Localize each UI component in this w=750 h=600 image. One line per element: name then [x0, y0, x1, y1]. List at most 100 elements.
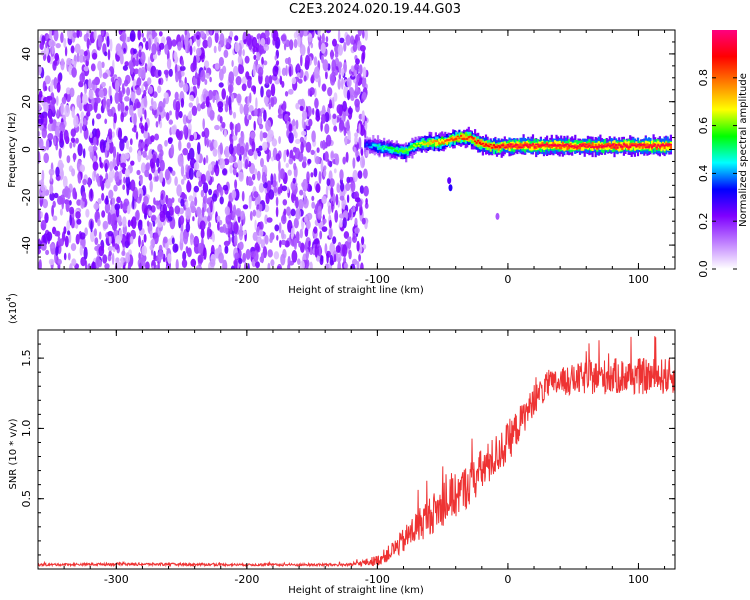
noise-blob: [341, 67, 345, 77]
noise-blob: [255, 261, 260, 269]
signal-cell: [591, 142, 594, 147]
signal-cell: [461, 133, 464, 139]
signal-cell: [477, 139, 480, 142]
noise-blob: [270, 259, 275, 267]
noise-blob: [257, 150, 262, 157]
noise-blob: [40, 242, 47, 251]
signal-cell: [434, 139, 437, 143]
signal-cell: [448, 139, 452, 141]
noise-blob: [294, 131, 298, 139]
noise-blob: [155, 121, 159, 128]
signal-cell: [621, 145, 624, 148]
signal-cell: [629, 146, 632, 149]
noise-blob: [70, 137, 76, 144]
noise-blob: [207, 215, 211, 222]
signal-cell: [560, 146, 563, 150]
noise-blob: [92, 52, 98, 60]
noise-blob: [200, 228, 205, 239]
noise-blob: [264, 75, 270, 86]
noise-blob: [198, 180, 203, 187]
noise-blob: [231, 60, 234, 67]
signal-cell: [615, 144, 618, 146]
noise-blob: [93, 30, 97, 41]
noise-blob: [279, 240, 282, 248]
noise-blob: [239, 223, 243, 233]
signal-cell: [447, 139, 450, 142]
noise-blob: [113, 112, 117, 124]
noise-blob: [131, 72, 135, 82]
noise-blob: [280, 253, 286, 266]
noise-blob: [361, 217, 366, 225]
noise-blob: [233, 145, 237, 155]
noise-blob: [49, 82, 54, 94]
noise-blob: [131, 127, 137, 133]
noise-blob: [214, 31, 219, 44]
noise-blob: [300, 54, 303, 67]
noise-blob: [274, 55, 277, 61]
noise-blob: [209, 30, 213, 36]
noise-blob: [268, 103, 271, 110]
y-tick-label: 20: [20, 95, 33, 109]
signal-cell: [412, 144, 416, 147]
noise-blob: [111, 252, 115, 265]
noise-blob: [251, 140, 256, 153]
signal-cell: [544, 143, 547, 146]
noise-blob: [233, 233, 238, 247]
signal-cell: [530, 145, 533, 147]
signal-cell: [398, 148, 401, 152]
signal-cell: [469, 136, 472, 141]
noise-blob: [363, 185, 369, 197]
noise-blob: [244, 55, 250, 64]
noise-blob: [342, 100, 347, 112]
noise-blob: [105, 172, 109, 182]
noise-blob: [38, 238, 41, 245]
signal-cell: [633, 143, 636, 147]
signal-cell: [519, 142, 522, 148]
noise-blob: [189, 134, 195, 142]
noise-blob: [174, 205, 181, 215]
spectrogram-y-ticks: -40 -20 0 20 40: [20, 29, 675, 270]
signal-cell: [452, 139, 455, 142]
noise-blob: [170, 144, 175, 157]
noise-blob: [151, 31, 158, 38]
noise-blob: [212, 148, 218, 157]
noise-blob: [175, 100, 181, 113]
noise-blob: [71, 258, 77, 267]
noise-blob: [121, 30, 127, 43]
noise-blob: [165, 210, 171, 219]
noise-blob: [76, 199, 82, 206]
noise-blob: [205, 95, 210, 108]
noise-blob: [272, 180, 277, 188]
signal-cell: [420, 141, 423, 144]
noise-blob: [38, 118, 44, 124]
noise-blob: [114, 79, 120, 93]
noise-blob: [157, 50, 161, 56]
noise-blob: [137, 30, 141, 41]
signal-cell: [591, 146, 594, 148]
noise-blob: [183, 124, 188, 136]
noise-blob: [300, 141, 304, 154]
noise-blob: [64, 235, 69, 248]
noise-blob: [219, 142, 223, 155]
noise-blob: [249, 210, 253, 221]
noise-blob: [83, 55, 86, 63]
noise-blob: [178, 140, 182, 151]
signal-cell: [555, 144, 558, 147]
signal-cell: [408, 148, 411, 151]
noise-blob: [232, 111, 237, 119]
noise-blob: [122, 264, 126, 269]
y-tick-label: -40: [20, 236, 33, 254]
signal-cell: [521, 144, 524, 148]
signal-cell: [461, 137, 464, 140]
noise-blob: [324, 243, 328, 255]
noise-blob: [112, 146, 117, 160]
noise-blob: [242, 229, 247, 236]
noise-blob: [279, 75, 283, 85]
noise-blob: [76, 94, 82, 108]
noise-blob: [102, 72, 108, 79]
signal-cell: [419, 144, 422, 148]
noise-blob: [210, 200, 213, 213]
snr-series-line: [38, 336, 675, 568]
signal-cell: [604, 143, 607, 147]
signal-cell: [563, 144, 566, 147]
